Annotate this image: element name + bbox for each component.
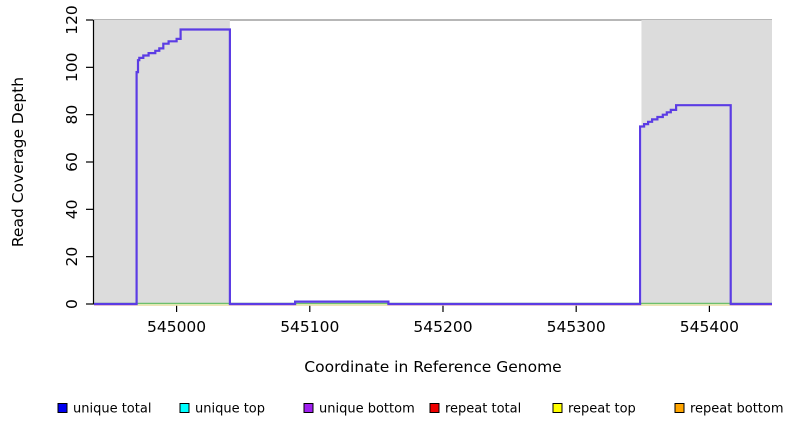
y-tick-label: 80 bbox=[63, 105, 81, 125]
legend-item-repeat-top: repeat top bbox=[552, 402, 636, 417]
legend-swatch-unique-bottom bbox=[303, 403, 314, 413]
legend-label-repeat-total: repeat total bbox=[445, 402, 521, 417]
x-tick-label: 545400 bbox=[680, 318, 739, 336]
plot-background-layer bbox=[94, 19, 772, 304]
axes-layer: 0 20 40 60 80 100 120 545000 545100 545200 545300 5… bbox=[63, 5, 739, 336]
legend-item-repeat-total: repeat total bbox=[429, 402, 521, 417]
legend-swatch-unique-total bbox=[57, 403, 68, 413]
coverage-step-curve bbox=[94, 28, 772, 306]
y-tick-label: 100 bbox=[63, 53, 81, 83]
legend-swatch-repeat-bottom bbox=[674, 403, 685, 413]
legend-item-unique-total: unique total bbox=[57, 402, 151, 417]
legend: unique total unique top unique bottom repea… bbox=[57, 402, 784, 417]
y-tick-label: 0 bbox=[63, 299, 81, 309]
y-tick-label: 40 bbox=[63, 199, 81, 219]
legend-label-unique-total: unique total bbox=[73, 402, 151, 417]
legend-item-unique-top: unique top bbox=[179, 402, 265, 417]
legend-swatch-repeat-top bbox=[552, 403, 563, 413]
x-axis-title: Coordinate in Reference Genome bbox=[304, 358, 561, 376]
x-tick-label: 545300 bbox=[547, 318, 606, 336]
legend-label-unique-bottom: unique bottom bbox=[319, 402, 415, 417]
legend-label-repeat-bottom: repeat bottom bbox=[690, 402, 784, 417]
y-tick-label: 120 bbox=[63, 5, 81, 35]
y-axis-title: Read Coverage Depth bbox=[9, 77, 27, 247]
legend-item-repeat-bottom: repeat bottom bbox=[674, 402, 784, 417]
legend-label-repeat-top: repeat top bbox=[568, 402, 636, 417]
legend-swatch-unique-top bbox=[179, 403, 190, 413]
legend-label-unique-top: unique top bbox=[195, 402, 265, 417]
x-tick-label: 545200 bbox=[413, 318, 472, 336]
y-tick-label: 20 bbox=[63, 247, 81, 267]
x-tick-label: 545000 bbox=[147, 318, 206, 336]
left-masked-region bbox=[94, 20, 230, 304]
right-masked-region bbox=[641, 20, 772, 304]
data-series-layer bbox=[94, 28, 772, 306]
legend-swatch-repeat-total bbox=[429, 403, 440, 413]
legend-item-unique-bottom: unique bottom bbox=[303, 402, 415, 417]
y-tick-label: 60 bbox=[63, 152, 81, 172]
x-tick-label: 545100 bbox=[280, 318, 339, 336]
